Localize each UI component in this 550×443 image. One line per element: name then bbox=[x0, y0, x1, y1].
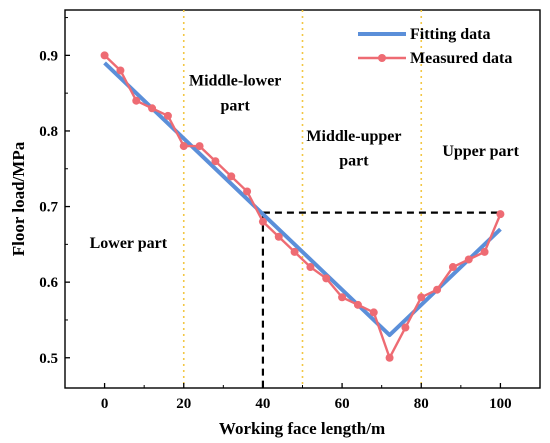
x-axis-title: Working face length/m bbox=[219, 419, 385, 438]
measured-data-point bbox=[338, 293, 347, 302]
measured-data-point bbox=[274, 232, 283, 241]
x-tick-label: 100 bbox=[489, 396, 512, 412]
measured-data-point bbox=[227, 172, 236, 181]
annotations: Middle-lower part Middle-upper part Upper pa… bbox=[90, 73, 520, 253]
measured-data-point bbox=[353, 300, 362, 309]
measured-data-point bbox=[448, 263, 457, 272]
x-tick-label: 0 bbox=[101, 396, 109, 412]
legend: Fitting data Measured data bbox=[358, 26, 512, 67]
measured-data-point bbox=[163, 111, 172, 120]
region-label: Middle-lower bbox=[189, 73, 281, 90]
y-tick-label: 0.8 bbox=[39, 124, 58, 140]
measured-data-point bbox=[258, 217, 267, 226]
legend-label: Fitting data bbox=[410, 26, 490, 43]
measured-data-point bbox=[417, 293, 426, 302]
measured-data-point bbox=[179, 142, 188, 151]
region-label: Lower part bbox=[90, 235, 168, 252]
measured-data-point bbox=[148, 104, 157, 113]
legend-label: Measured data bbox=[410, 50, 512, 67]
x-tick-label: 60 bbox=[335, 396, 350, 412]
measured-data-point bbox=[306, 263, 315, 272]
measured-data-point bbox=[401, 323, 410, 332]
region-label: Middle-upper bbox=[306, 128, 401, 145]
y-tick-label: 0.9 bbox=[39, 48, 58, 64]
measured-data-point bbox=[100, 51, 109, 60]
y-tick-label: 0.5 bbox=[39, 351, 58, 367]
legend-marker bbox=[378, 54, 386, 62]
x-axis: 0 20 40 60 80 100 bbox=[101, 383, 512, 412]
measured-data-point bbox=[116, 66, 125, 75]
region-label: Upper part bbox=[442, 143, 519, 160]
y-axis-title: Floor load/MPa bbox=[9, 141, 28, 256]
x-tick-label: 40 bbox=[255, 396, 270, 412]
y-axis: 0.5 0.6 0.7 0.8 0.9 bbox=[39, 17, 70, 367]
measured-data-point bbox=[243, 187, 252, 196]
measured-data-point bbox=[464, 255, 473, 264]
region-label: part bbox=[339, 153, 369, 170]
y-tick-label: 0.7 bbox=[39, 200, 58, 216]
measured-data-point bbox=[132, 96, 141, 105]
fitting-data-line bbox=[103, 61, 502, 338]
measured-data-point bbox=[195, 142, 204, 151]
measured-data-point bbox=[211, 157, 220, 166]
measured-data-point bbox=[290, 247, 299, 256]
measured-data-point bbox=[480, 247, 489, 256]
measured-data-point bbox=[385, 353, 394, 362]
reference-lines bbox=[261, 211, 502, 388]
measured-data-point bbox=[322, 274, 331, 283]
series-layer bbox=[100, 51, 505, 362]
measured-data-point bbox=[369, 308, 378, 317]
x-tick-label: 20 bbox=[176, 396, 191, 412]
x-tick-label: 80 bbox=[414, 396, 429, 412]
region-label: part bbox=[221, 98, 251, 115]
measured-data-point bbox=[496, 210, 505, 219]
measured-data-point bbox=[433, 285, 442, 294]
y-tick-label: 0.6 bbox=[39, 275, 58, 291]
